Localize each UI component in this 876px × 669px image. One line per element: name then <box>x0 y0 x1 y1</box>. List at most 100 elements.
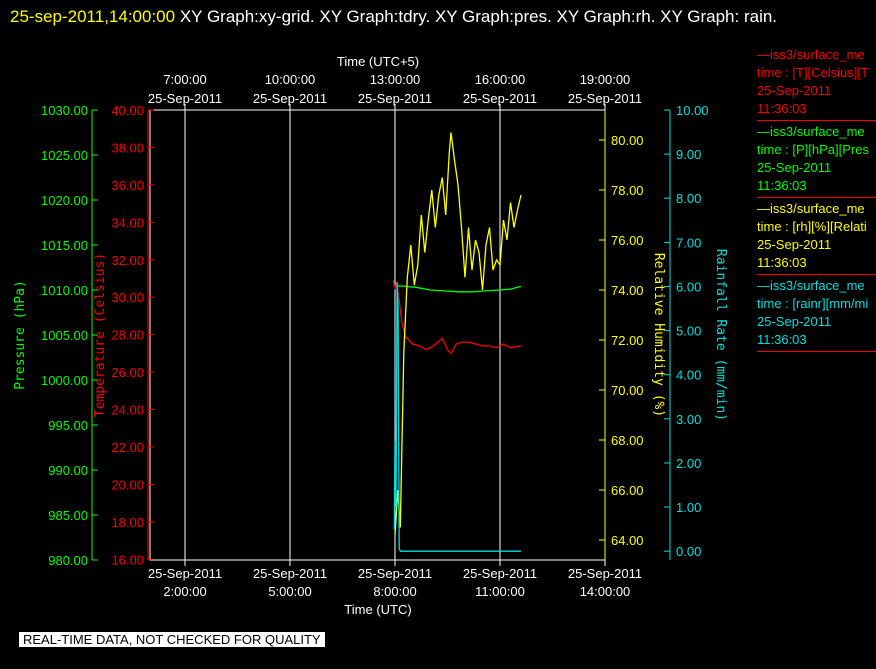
x-bottom-tick-date: 25-Sep-2011 <box>358 566 432 581</box>
y-tick-label-rh: 74.00 <box>611 283 644 298</box>
series-layer <box>392 132 522 552</box>
y-tick-label-pres: 995.00 <box>48 418 88 433</box>
y-tick-label-pres: 1030.00 <box>41 103 88 118</box>
y-tick-label-rain: 7.00 <box>676 235 701 250</box>
y-tick-label-rain: 9.00 <box>676 147 701 162</box>
legend-date: 25-Sep-2011 <box>757 237 832 252</box>
x-top-tick-date: 25-Sep-2011 <box>358 91 432 106</box>
y-tick-label-rh: 70.00 <box>611 383 644 398</box>
y-tick-label-rain: 5.00 <box>676 324 701 339</box>
y-tick-label-temp: 22.00 <box>111 440 144 455</box>
y-tick-label-temp: 18.00 <box>111 515 144 530</box>
y-tick-label-temp: 32.00 <box>111 253 144 268</box>
y-axis-title-rain: Rainfall Rate (mm/min) <box>713 249 728 421</box>
x-top-tick-time: 10:00:00 <box>265 72 316 87</box>
quality-disclaimer: REAL-TIME DATA, NOT CHECKED FOR QUALITY <box>19 632 325 647</box>
y-axis-title-temp: Temperature (Celsius) <box>93 253 108 417</box>
y-tick-label-rain: 6.00 <box>676 279 701 294</box>
axes-layer: 7:00:00 25-Sep-2011 25-Sep-2011 2:00:00 10:0… <box>13 72 728 599</box>
series-line-temp <box>392 280 522 355</box>
legend-units: time : [rh][%][Relati <box>757 219 867 234</box>
x-top-tick-date: 25-Sep-2011 <box>253 91 327 106</box>
series-line-rain <box>393 282 521 552</box>
y-tick-label-temp: 26.00 <box>111 365 144 380</box>
x-bottom-tick-time: 14:00:00 <box>580 584 631 599</box>
y-tick-label-pres: 990.00 <box>48 463 88 478</box>
x-bottom-tick-date: 25-Sep-2011 <box>568 566 642 581</box>
x-bottom-tick-time: 11:00:00 <box>475 584 525 599</box>
y-tick-label-temp: 20.00 <box>111 477 144 492</box>
legend-units: time : [P][hPa][Pres <box>757 142 869 157</box>
y-tick-label-rh: 64.00 <box>611 533 644 548</box>
legend-name: —iss3/surface_me <box>757 278 865 293</box>
x-axis-bottom-title: Time (UTC) <box>344 602 411 617</box>
y-tick-label-pres: 1005.00 <box>41 328 88 343</box>
x-top-tick-time: 13:00:00 <box>370 72 421 87</box>
legend-time: 11:36:03 <box>757 332 807 347</box>
y-tick-label-pres: 980.00 <box>48 553 88 568</box>
x-top-tick-date: 25-Sep-2011 <box>148 91 222 106</box>
y-tick-label-temp: 28.00 <box>111 328 144 343</box>
x-top-tick-time: 19:00:00 <box>580 72 631 87</box>
legend-date: 25-Sep-2011 <box>757 160 832 175</box>
legend: —iss3/surface_me time : [T][Celsius][T 25-… <box>757 46 876 354</box>
y-axis-title-rh: Relative Humidity (%) <box>651 253 666 417</box>
legend-units: time : [rainr][mm/mi <box>757 296 869 311</box>
y-tick-label-rh: 68.00 <box>611 433 644 448</box>
plot-frame <box>149 109 606 561</box>
y-tick-label-rain: 10.00 <box>676 103 709 118</box>
y-tick-label-rain: 2.00 <box>676 456 701 471</box>
y-tick-label-temp: 16.00 <box>111 552 144 567</box>
y-tick-label-rh: 78.00 <box>611 183 644 198</box>
y-tick-label-temp: 24.00 <box>111 403 144 418</box>
legend-time: 11:36:03 <box>757 101 807 116</box>
header-datetime: 25-sep-2011,14:00:00 <box>10 7 176 26</box>
x-axis-top-title: Time (UTC+5) <box>337 54 419 69</box>
x-bottom-tick-time: 2:00:00 <box>163 584 206 599</box>
legend-name: —iss3/surface_me <box>757 201 865 216</box>
y-tick-label-rh: 72.00 <box>611 333 644 348</box>
x-bottom-tick-time: 8:00:00 <box>373 584 416 599</box>
y-tick-label-rain: 1.00 <box>676 500 701 515</box>
x-top-tick-time: 7:00:00 <box>163 72 206 87</box>
legend-name: —iss3/surface_me <box>757 124 865 139</box>
header-graph-list: XY Graph:xy-grid. XY Graph:tdry. XY Grap… <box>179 7 778 26</box>
y-tick-label-temp: 38.00 <box>111 140 144 155</box>
series-line-pres <box>394 284 522 293</box>
legend-date: 25-Sep-2011 <box>757 83 832 98</box>
grid-layer <box>184 110 501 560</box>
y-tick-label-rh: 76.00 <box>611 233 644 248</box>
x-bottom-tick-date: 25-Sep-2011 <box>463 566 537 581</box>
graph-header: 25-sep-2011,14:00:00 XY Graph:xy-grid. X… <box>10 1 870 32</box>
y-tick-label-rain: 3.00 <box>676 412 701 427</box>
y-tick-label-pres: 1020.00 <box>41 193 88 208</box>
y-tick-label-pres: 1025.00 <box>41 148 88 163</box>
legend-name: —iss3/surface_me <box>757 47 865 62</box>
x-top-tick-date: 25-Sep-2011 <box>463 91 537 106</box>
legend-time: 11:36:03 <box>757 178 807 193</box>
y-tick-label-rain: 0.00 <box>676 544 701 559</box>
y-tick-label-pres: 1015.00 <box>41 238 88 253</box>
y-tick-label-pres: 1010.00 <box>41 283 88 298</box>
x-bottom-tick-time: 5:00:00 <box>268 584 311 599</box>
y-tick-label-rain: 8.00 <box>676 191 701 206</box>
x-bottom-tick-date: 25-Sep-2011 <box>148 566 222 581</box>
y-axis-title-pres: Pressure (hPa) <box>13 280 28 390</box>
y-tick-label-temp: 36.00 <box>111 178 144 193</box>
y-tick-label-pres: 985.00 <box>48 508 88 523</box>
legend-units: time : [T][Celsius][T <box>757 65 869 80</box>
y-tick-label-rh: 80.00 <box>611 133 644 148</box>
y-tick-label-pres: 1000.00 <box>41 373 88 388</box>
y-tick-label-rain: 4.00 <box>676 368 701 383</box>
x-bottom-tick-date: 25-Sep-2011 <box>253 566 327 581</box>
series-line-rh <box>394 132 522 536</box>
legend-date: 25-Sep-2011 <box>757 314 832 329</box>
y-tick-label-temp: 34.00 <box>111 215 144 230</box>
y-tick-label-temp: 40.00 <box>111 103 144 118</box>
x-top-tick-date: 25-Sep-2011 <box>568 91 642 106</box>
legend-time: 11:36:03 <box>757 255 807 270</box>
